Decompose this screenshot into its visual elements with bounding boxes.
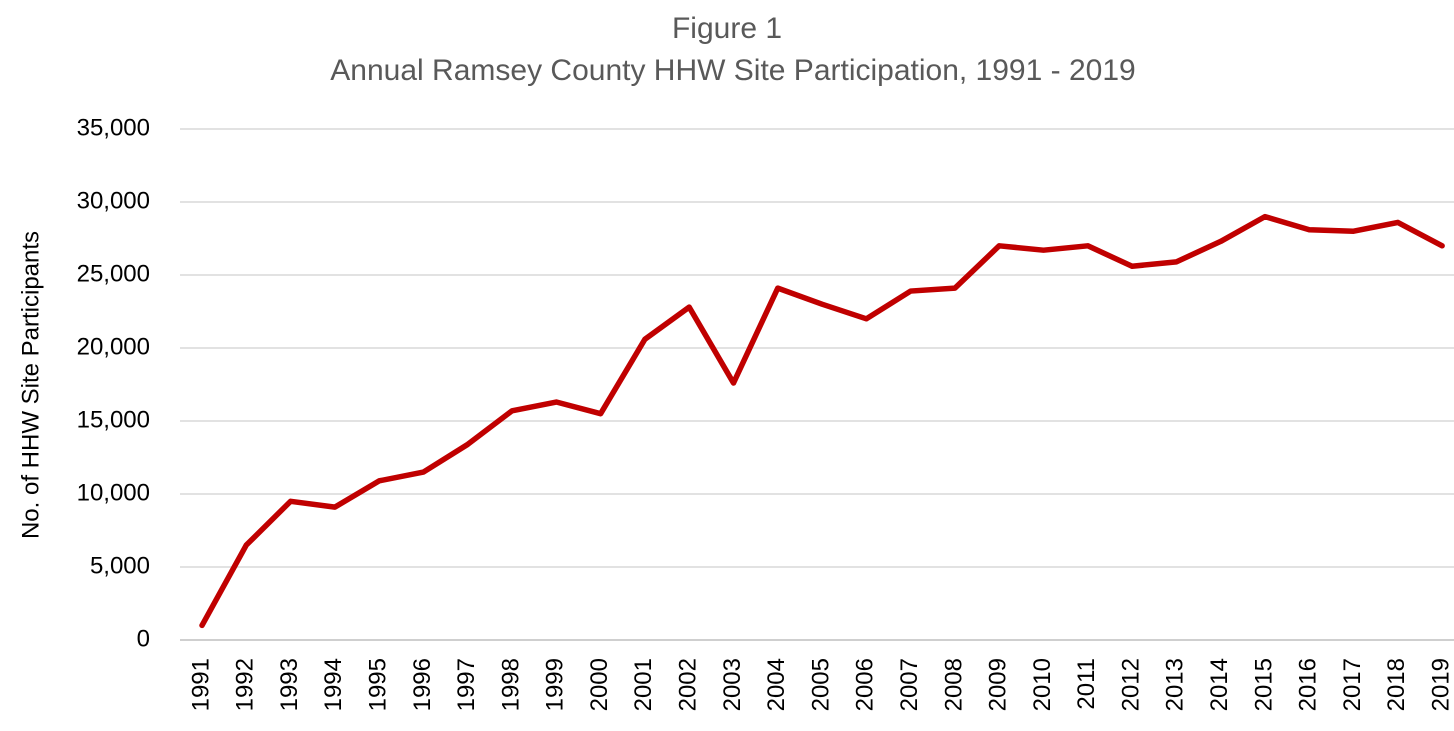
x-tick-label: 1993 bbox=[276, 658, 303, 711]
x-tick-label: 2015 bbox=[1250, 658, 1277, 711]
y-tick-label: 25,000 bbox=[77, 260, 150, 287]
y-tick-label: 20,000 bbox=[77, 333, 150, 360]
x-tick-label: 2004 bbox=[763, 658, 790, 711]
x-tick-label: 1998 bbox=[497, 658, 524, 711]
chart-subtitle: Annual Ramsey County HHW Site Participat… bbox=[330, 54, 1135, 87]
x-tick-label: 2014 bbox=[1206, 658, 1233, 711]
x-tick-label: 1997 bbox=[453, 658, 480, 711]
x-tick-label: 2018 bbox=[1383, 658, 1410, 711]
x-tick-label: 2006 bbox=[852, 658, 879, 711]
x-tick-label: 2016 bbox=[1295, 658, 1322, 711]
y-tick-label: 5,000 bbox=[90, 552, 150, 579]
x-tick-label: 1999 bbox=[542, 658, 569, 711]
x-tick-label: 1992 bbox=[232, 658, 259, 711]
x-tick-label: 2000 bbox=[586, 658, 613, 711]
line bbox=[199, 213, 1445, 629]
x-tick-label: 2011 bbox=[1073, 658, 1100, 710]
x-tick-label: 2009 bbox=[985, 658, 1012, 711]
x-tick-label: 2010 bbox=[1029, 658, 1056, 711]
x-tick-label: 2001 bbox=[630, 658, 657, 711]
x-tick-label: 1994 bbox=[320, 658, 347, 711]
x-tick-label: 1996 bbox=[409, 658, 436, 711]
y-tick-label: 15,000 bbox=[77, 406, 150, 433]
x-tick-label: 2017 bbox=[1339, 658, 1366, 711]
y-tick-label: 0 bbox=[137, 625, 150, 652]
x-tick-label: 2008 bbox=[940, 658, 967, 711]
x-tick-label: 2019 bbox=[1427, 658, 1454, 711]
y-tick-label: 35,000 bbox=[77, 114, 150, 141]
x-tick-label: 2002 bbox=[675, 658, 702, 711]
x-tick-label: 2007 bbox=[896, 658, 923, 711]
y-tick-label: 30,000 bbox=[77, 187, 150, 214]
x-tick-label: 1991 bbox=[187, 658, 214, 711]
y-tick-label: 10,000 bbox=[77, 479, 150, 506]
y-axis-label: No. of HHW Site Participants bbox=[17, 231, 44, 539]
x-tick-label: 1995 bbox=[365, 658, 392, 711]
x-tick-label: 2012 bbox=[1117, 658, 1144, 711]
chart-title: Figure 1 bbox=[672, 12, 782, 45]
x-tick-label: 2013 bbox=[1162, 658, 1189, 711]
x-tick-label: 2003 bbox=[719, 658, 746, 711]
x-tick-label: 2005 bbox=[807, 658, 834, 711]
